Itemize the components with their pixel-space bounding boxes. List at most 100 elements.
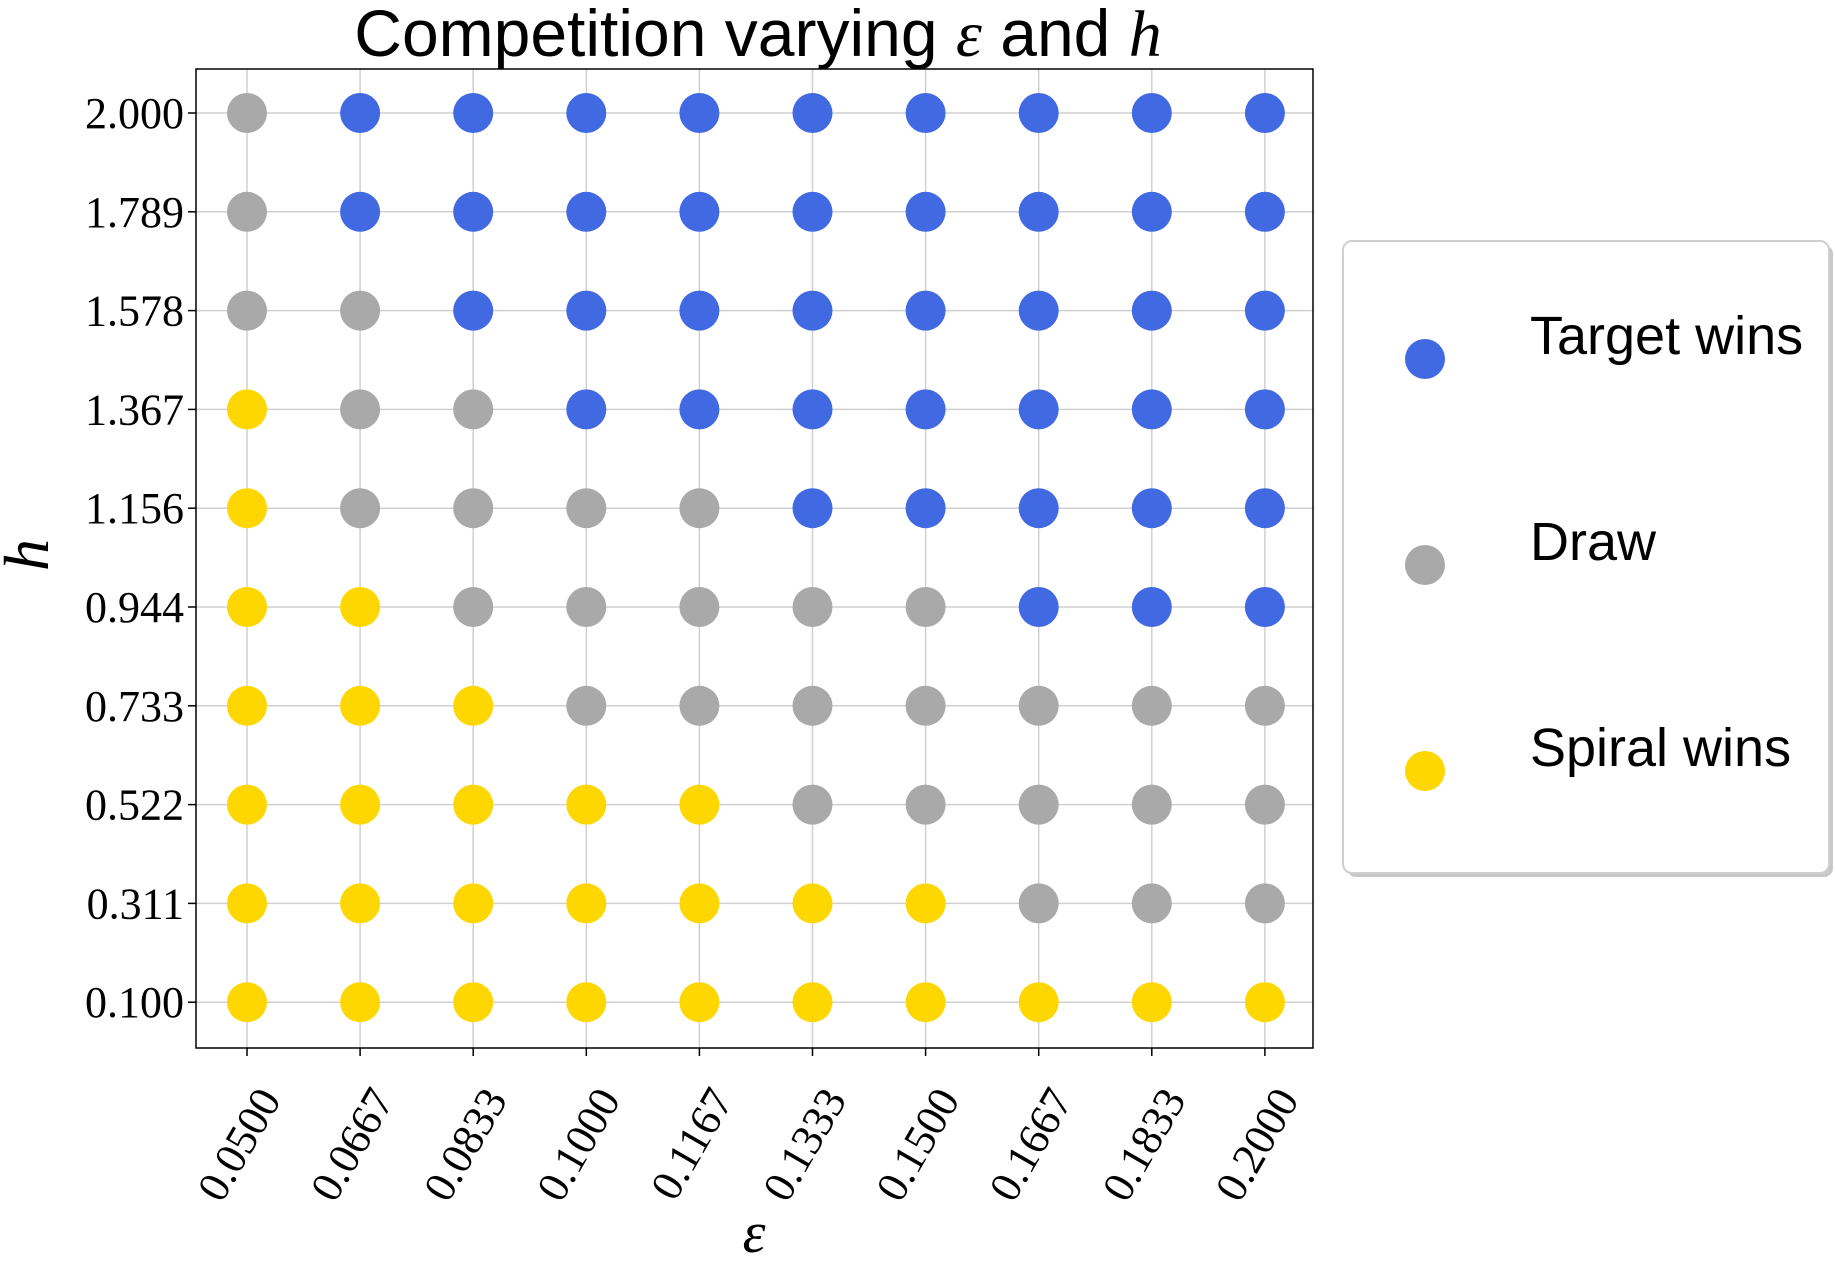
point-5-8 [1131,587,1172,627]
point-5-9 [1244,587,1285,627]
point-2-2 [453,290,494,331]
y-tick-label-9: 2.000 [85,89,184,138]
legend-label-0: Target wins [1530,306,1803,366]
point-3-9 [1244,389,1285,430]
point-7-9 [1244,784,1285,825]
point-9-6 [905,982,946,1023]
grid-lines [196,69,1313,1048]
point-8-2 [453,883,494,924]
point-0-3 [566,93,607,133]
point-6-8 [1131,685,1172,726]
point-8-4 [679,883,720,924]
legend-marker-1 [1405,545,1445,585]
point-6-1 [340,685,381,726]
point-6-7 [1018,685,1059,726]
y-tick-label-3: 0.733 [85,682,184,731]
point-7-2 [453,784,494,825]
y-tick-label-7: 1.578 [85,287,184,336]
point-4-4 [679,488,720,529]
data-points [227,93,1285,1023]
chart-title-h: h [1129,0,1162,71]
point-2-7 [1018,290,1059,331]
point-9-9 [1244,982,1285,1023]
point-5-5 [792,587,833,627]
point-8-1 [340,883,381,924]
point-7-5 [792,784,833,825]
point-9-3 [566,982,607,1023]
point-7-3 [566,784,607,825]
point-4-0 [227,488,267,529]
x-tick-label-3: 0.1000 [527,1080,630,1209]
point-4-8 [1131,488,1172,529]
point-1-1 [340,191,381,232]
point-8-6 [905,883,946,924]
point-8-9 [1244,883,1285,924]
x-tick-label-0: 0.0500 [188,1080,291,1209]
point-9-8 [1131,982,1172,1023]
point-0-5 [792,93,833,133]
point-6-3 [566,685,607,726]
point-5-1 [340,587,381,627]
point-5-3 [566,587,607,627]
point-8-8 [1131,883,1172,924]
point-7-8 [1131,784,1172,825]
point-8-0 [227,883,267,924]
point-4-7 [1018,488,1059,529]
point-0-9 [1244,93,1285,133]
point-7-6 [905,784,946,825]
x-tick-label-7: 0.1667 [979,1080,1082,1209]
point-9-2 [453,982,494,1023]
point-2-5 [792,290,833,331]
y-tick-label-8: 1.789 [85,188,184,237]
chart-title-epsilon: ε [956,0,982,71]
y-tick-label-1: 0.311 [87,879,184,928]
point-3-6 [905,389,946,430]
x-tick-label-2: 0.0833 [414,1080,517,1209]
point-2-9 [1244,290,1285,331]
y-axis: 0.100 0.311 0.522 0.733 0.944 1.156 1.367 1.578… [85,89,196,1027]
point-8-7 [1018,883,1059,924]
point-1-7 [1018,191,1059,232]
point-3-5 [792,389,833,430]
x-axis: 0.0500 0.0667 0.0833 0.1000 0.1167 0.1333 0.15… [188,1048,1309,1209]
point-3-4 [679,389,720,430]
point-7-0 [227,784,267,825]
point-1-6 [905,191,946,232]
point-2-8 [1131,290,1172,331]
point-8-3 [566,883,607,924]
point-5-2 [453,587,494,627]
point-7-1 [340,784,381,825]
point-9-5 [792,982,833,1023]
x-tick-label-1: 0.0667 [301,1080,404,1209]
point-4-9 [1244,488,1285,529]
point-6-2 [453,685,494,726]
point-1-2 [453,191,494,232]
point-7-4 [679,784,720,825]
y-tick-label-2: 0.522 [85,781,184,830]
y-tick-label-6: 1.367 [85,385,184,434]
point-3-1 [340,389,381,430]
x-tick-label-6: 0.1500 [866,1080,969,1209]
point-6-4 [679,685,720,726]
point-1-5 [792,191,833,232]
legend: Target wins Draw Spiral wins [1342,240,1833,877]
point-9-1 [340,982,381,1023]
point-7-7 [1018,784,1059,825]
point-6-6 [905,685,946,726]
legend-label-2: Spiral wins [1530,718,1791,778]
point-3-0 [227,389,267,430]
point-0-4 [679,93,720,133]
point-4-6 [905,488,946,529]
point-1-9 [1244,191,1285,232]
point-1-8 [1131,191,1172,232]
point-5-0 [227,587,267,627]
legend-box [1342,240,1830,874]
point-2-4 [679,290,720,331]
point-5-4 [679,587,720,627]
point-2-6 [905,290,946,331]
legend-marker-2 [1405,751,1445,791]
y-tick-label-4: 0.944 [85,583,184,632]
y-tick-label-5: 1.156 [85,484,184,533]
point-5-7 [1018,587,1059,627]
x-tick-label-8: 0.1833 [1093,1080,1196,1209]
